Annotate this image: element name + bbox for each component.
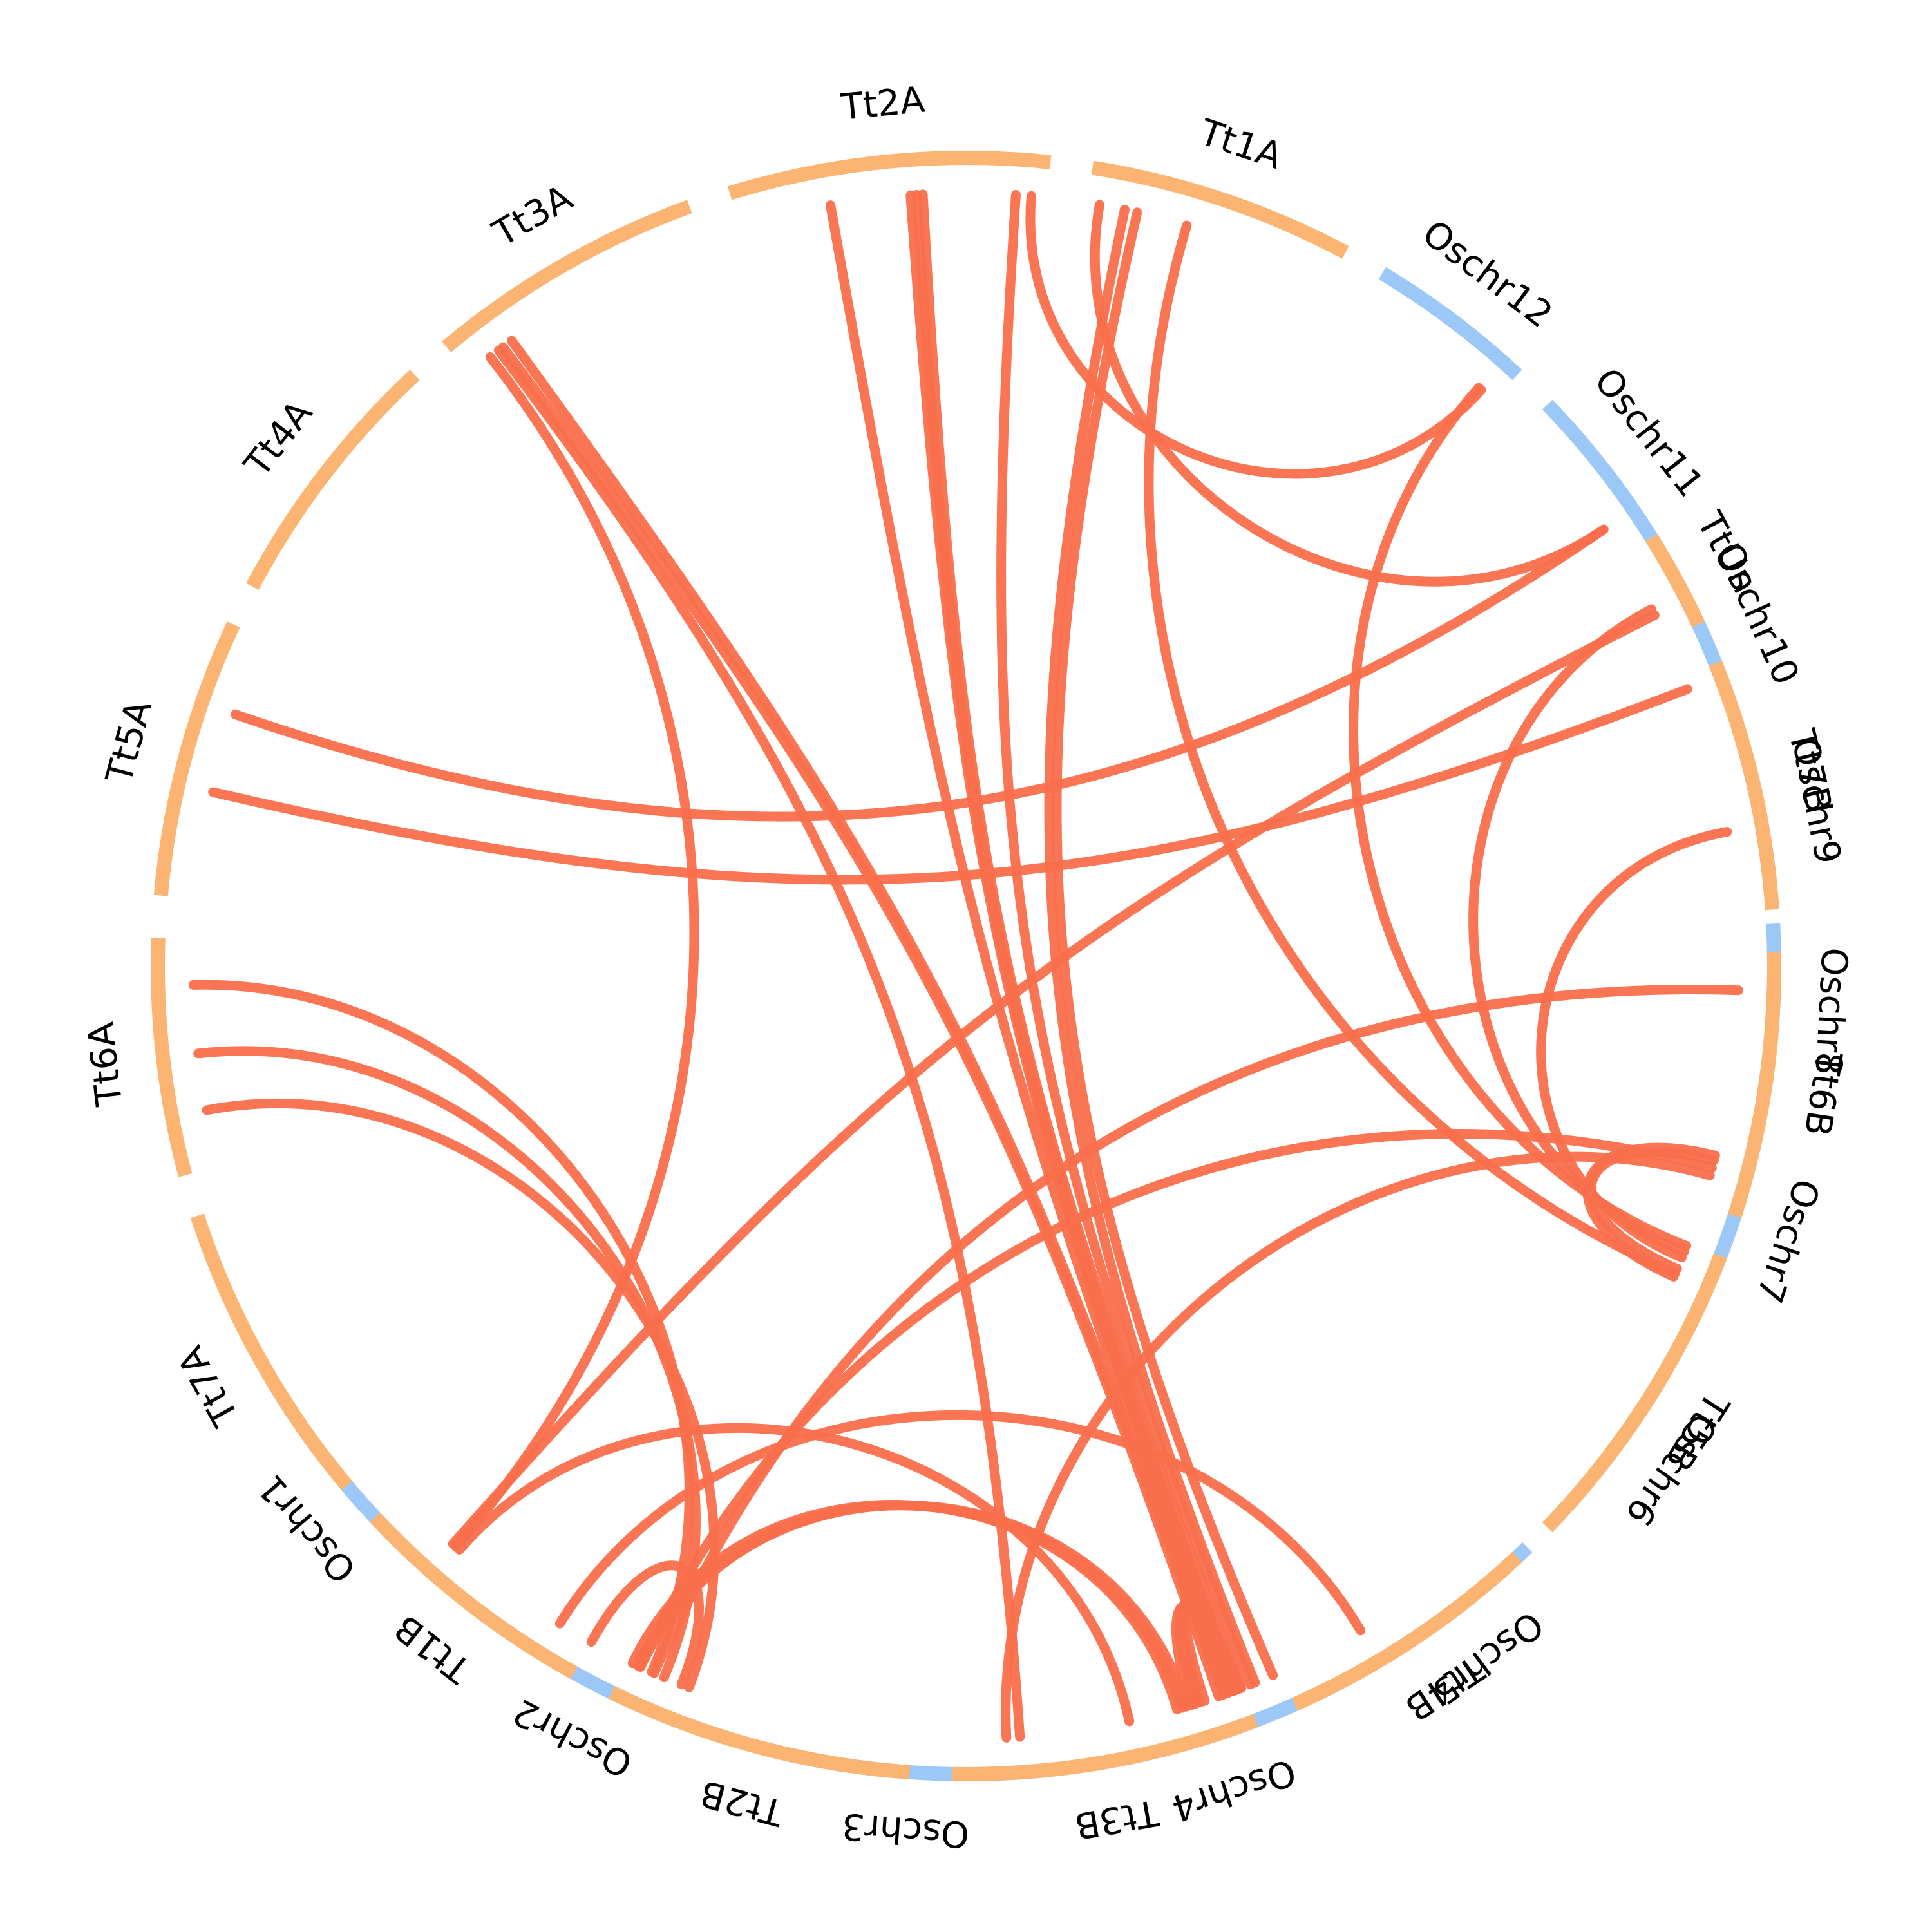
chromosome-label-tt3a: Tt3A xyxy=(486,177,580,256)
synteny-link-oschr3-tt3a xyxy=(493,345,1025,1742)
chromosome-label-oschr4: Oschr4 xyxy=(1166,1750,1301,1830)
chromosome-arc-tt3a xyxy=(442,200,692,353)
synteny-link-oschr2-tt6a xyxy=(193,1046,701,1683)
chromosome-label-tt3b: Tt3B xyxy=(1072,1791,1162,1847)
chromosome-label-tt2b: Tt2B xyxy=(696,1772,789,1834)
chromosome-label-oschr2: Oschr2 xyxy=(506,1690,639,1785)
chromosome-arc-tt3b xyxy=(951,1714,1258,1781)
synteny-link-oschr12-tt5b xyxy=(1349,383,1692,1251)
synteny-link-oschr1-tt3b xyxy=(455,1423,1135,1727)
chromosome-label-tt2a: Tt2A xyxy=(838,79,927,129)
synteny-link-oschr11-tt1a xyxy=(1090,200,1609,587)
chromosome-label-tt6b: Tt6B xyxy=(1795,1049,1850,1139)
chromosome-label-tt4a: Tt4A xyxy=(236,393,321,486)
chromosome-arc-tt6a xyxy=(151,937,193,1177)
chromosome-label-tt1b: Tt1B xyxy=(387,1606,479,1691)
chromosome-arc-tt7b xyxy=(1709,660,1779,911)
synteny-link-oschr11-tt5a xyxy=(230,524,1609,822)
chromosome-arc-ttun xyxy=(1645,534,1705,628)
chromosome-arc-oschr11 xyxy=(1542,399,1658,542)
chromosome-label-oschr8: Oschr8 xyxy=(1807,947,1855,1076)
chromosome-label-tt1a: Tt1A xyxy=(1194,111,1287,178)
chromosome-arc-tt5a xyxy=(153,621,240,896)
synteny-link-oschr10-tt1b xyxy=(448,610,1660,1549)
chromosome-arc-tt7a xyxy=(190,1213,353,1490)
synteny-links xyxy=(188,189,1743,1743)
synteny-link-oschr10-tt5a xyxy=(208,684,1692,885)
synteny-link-oschr5-tt1b xyxy=(554,1410,1366,1636)
chromosome-arcs xyxy=(151,151,1781,1781)
chromosome-labels: Oschr1Oschr2Oschr3Oschr4Oschr5Oschr6Osch… xyxy=(80,79,1855,1855)
synteny-link-oschr2-tt2b xyxy=(586,1560,704,1690)
chromosome-label-oschr7: Oschr7 xyxy=(1747,1173,1828,1308)
chromosome-label-tt5a: Tt5A xyxy=(98,696,160,788)
chromosome-label-oschr12: Oschr12 xyxy=(1415,213,1560,337)
chromosome-label-ttun: TtUn xyxy=(1688,505,1766,600)
chromosome-arc-tt4a xyxy=(246,370,420,590)
synteny-link-oschr4-tt2a xyxy=(996,190,1256,1690)
synteny-link-oschr1-tt3a xyxy=(451,352,699,1551)
synteny-link-oschr4-tt3a xyxy=(498,342,1224,1701)
chromosome-label-tt7b: Tt7B xyxy=(1780,725,1840,817)
synteny-link-oschr4-tt2a xyxy=(826,200,1233,1698)
synteny-link-oschr9-tt5b xyxy=(1536,827,1732,1262)
chromosome-arc-tt2b xyxy=(609,1686,911,1779)
chromosome-label-oschr3: Oschr3 xyxy=(840,1804,971,1855)
chromosome-label-tt7a: Tt7A xyxy=(170,1339,247,1433)
chromosome-arc-tt1a xyxy=(1091,160,1349,259)
chromosome-arc-tt1b xyxy=(370,1512,578,1680)
chromosome-arc-tt4b xyxy=(1291,1551,1522,1711)
chromosome-arc-oschr12 xyxy=(1378,267,1522,381)
chromosome-arc-tt2a xyxy=(727,151,1052,200)
synteny-link-oschr12-tt2a xyxy=(1025,191,1486,479)
chromosome-label-oschr11: Oschr11 xyxy=(1586,361,1711,505)
chromosome-label-tt6a: Tt6A xyxy=(80,1020,131,1109)
synteny-link-oschr4-tt3b xyxy=(1171,1600,1245,1710)
synteny-link-oschr2-tt6a xyxy=(188,980,694,1677)
synteny-link-oschr8-tt2b xyxy=(649,985,1743,1678)
chromosome-arc-tt5b xyxy=(1542,1253,1727,1533)
synteny-link-oschr2-tt6b xyxy=(634,1129,1717,1672)
chromosome-arc-tt6b xyxy=(1728,951,1781,1218)
synteny-link-oschr4-tt3a xyxy=(507,336,1228,1700)
